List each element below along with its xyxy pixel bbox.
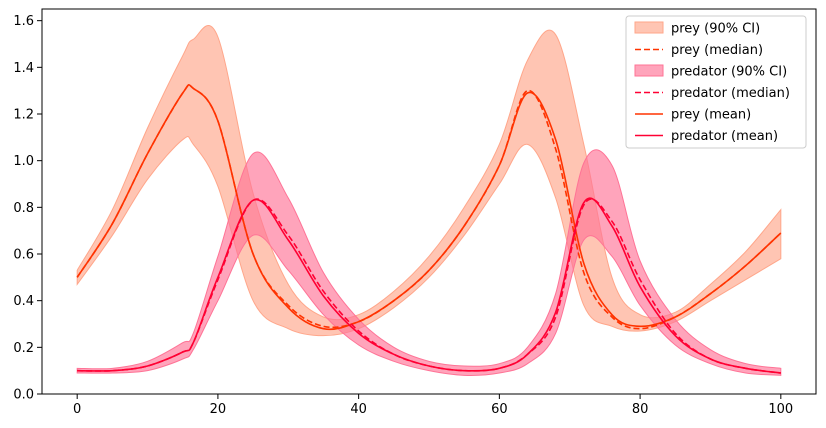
legend-item-predator-mean: predator (mean) <box>635 129 778 144</box>
x-tick-label: 40 <box>350 402 367 417</box>
legend-label: predator (mean) <box>671 129 778 144</box>
legend-item-predator-median: predator (median) <box>635 86 790 101</box>
legend-item-prey-median: prey (median) <box>635 43 763 58</box>
legend-item-prey-mean: prey (mean) <box>635 108 751 123</box>
legend-label: predator (median) <box>671 86 790 101</box>
y-tick-label: 0.6 <box>13 248 34 263</box>
plot-frame <box>41 8 817 395</box>
band-predator-90-ci <box>76 149 782 376</box>
legend-label: prey (mean) <box>671 108 751 123</box>
x-axis: 0 20 40 60 80 100 <box>73 394 793 417</box>
y-tick-label: 0.0 <box>13 388 34 403</box>
y-tick-label: 1.2 <box>13 108 34 123</box>
line-predator-median <box>77 198 781 374</box>
x-tick-label: 80 <box>632 402 649 417</box>
y-tick-label: 1.6 <box>13 14 34 29</box>
legend-box <box>625 15 807 149</box>
legend-swatch <box>634 21 664 34</box>
series-lines <box>76 84 782 374</box>
y-axis: 0.0 0.2 0.4 0.6 0.8 1.0 1.2 1.4 1.6 <box>13 14 42 403</box>
legend-label: prey (90% CI) <box>671 22 760 37</box>
ci-bands <box>76 25 782 376</box>
y-tick-label: 0.4 <box>13 294 34 309</box>
x-tick-label: 60 <box>491 402 508 417</box>
x-tick-label: 20 <box>210 402 227 417</box>
y-tick-label: 1.4 <box>13 61 34 76</box>
y-tick-label: 0.8 <box>13 201 34 216</box>
y-tick-label: 1.0 <box>13 154 34 169</box>
x-tick-label: 100 <box>768 402 793 417</box>
band-prey-90-ci <box>76 25 782 337</box>
legend-swatch <box>634 64 664 77</box>
line-prey-mean <box>76 84 782 331</box>
legend-label: prey (median) <box>671 43 763 58</box>
legend: prey (90% CI) prey (median) predator (90% … <box>625 15 807 149</box>
legend-item-predator-90-ci: predator (90% CI) <box>634 64 787 80</box>
y-tick-label: 0.2 <box>13 341 34 356</box>
x-tick-label: 0 <box>73 402 81 417</box>
legend-label: predator (90% CI) <box>671 65 787 80</box>
legend-item-prey-90-ci: prey (90% CI) <box>634 21 760 37</box>
